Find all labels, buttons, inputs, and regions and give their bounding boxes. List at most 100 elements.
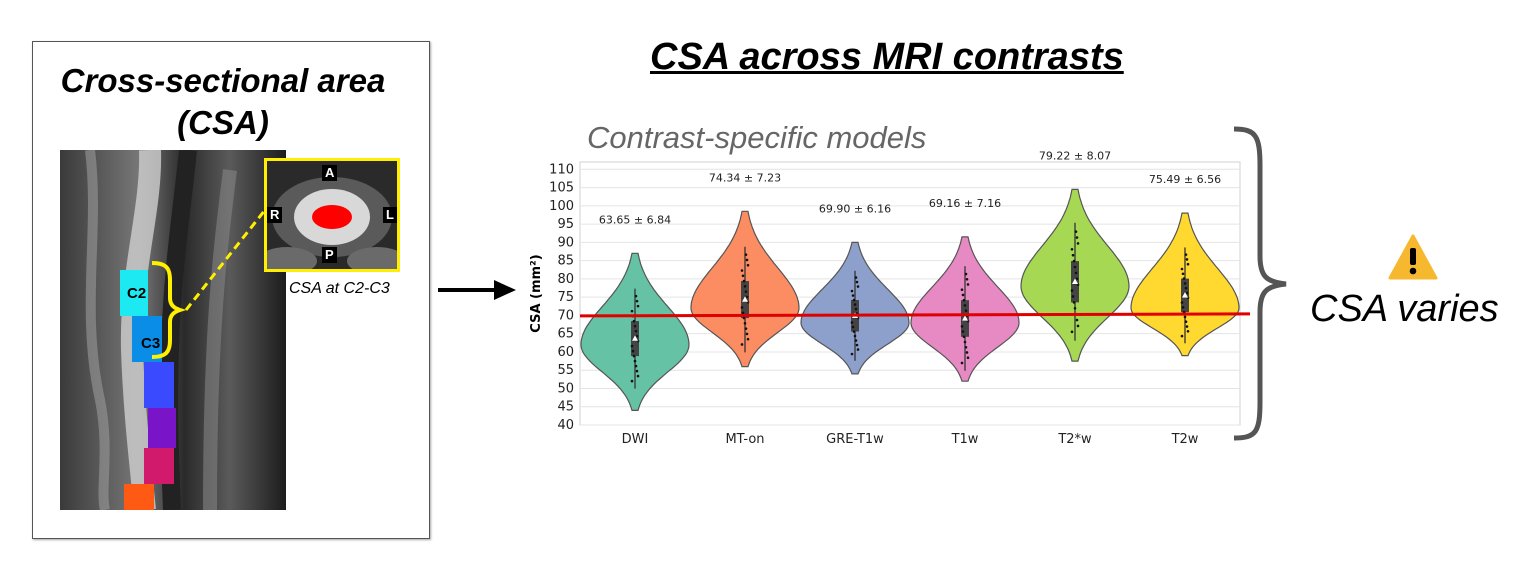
mean-sd-annotation: 69.16 ± 7.16: [929, 197, 1001, 210]
mean-marker-3: [960, 313, 970, 322]
sample-point: [634, 329, 638, 333]
sample-point: [850, 321, 854, 324]
sample-point: [630, 309, 634, 313]
warning-icon: [1388, 234, 1438, 280]
y-tick-label: 75: [557, 290, 574, 305]
sample-point: [851, 294, 855, 297]
sample-point: [744, 327, 748, 330]
sample-point: [1181, 306, 1185, 309]
sample-point: [850, 289, 854, 293]
sample-point: [633, 324, 637, 328]
sample-point: [1183, 315, 1187, 319]
sample-point: [1071, 253, 1075, 257]
sample-point: [1076, 324, 1080, 328]
x-tick-label: GRE-T1w: [826, 432, 884, 447]
sample-point: [851, 325, 855, 329]
sample-point: [746, 337, 750, 341]
sample-point: [963, 304, 967, 307]
sample-point: [746, 263, 750, 267]
sample-point: [1074, 271, 1078, 275]
sample-point: [1180, 334, 1184, 338]
c4-segment: [144, 362, 174, 408]
x-tick-label: T2*w: [1057, 432, 1092, 447]
x-tick-label: MT-on: [725, 432, 764, 447]
sample-point: [1180, 267, 1184, 271]
sample-point: [1070, 330, 1074, 334]
sample-point: [1182, 277, 1186, 280]
sample-point: [961, 293, 965, 297]
sample-point: [964, 345, 968, 349]
c6-segment: [144, 448, 174, 484]
right-curly-brace: [1233, 126, 1287, 441]
sample-point: [1185, 258, 1189, 261]
sample-point: [856, 285, 860, 288]
right-arrow-icon: [438, 280, 516, 300]
y-tick-label: 85: [557, 254, 574, 269]
anterior-label: A: [322, 165, 338, 181]
y-tick-label: 110: [549, 162, 574, 177]
y-axis-label: CSA (mm²): [529, 254, 544, 332]
sample-point: [631, 349, 635, 353]
sample-point: [960, 325, 964, 328]
c3-label: C3: [141, 335, 161, 352]
sample-point: [1073, 265, 1077, 269]
sample-point: [852, 330, 856, 333]
sample-point: [742, 316, 746, 320]
c2-c3-bracket: [151, 261, 187, 359]
posterior-label: P: [322, 247, 337, 263]
sample-point: [853, 303, 857, 306]
reference-line: [579, 312, 1250, 318]
sample-point: [963, 340, 967, 344]
sample-point: [852, 298, 856, 302]
sample-point: [854, 307, 858, 311]
c2-label: C2: [127, 285, 147, 302]
csa-location-caption: CSA at C2-C3: [289, 280, 390, 297]
sample-point: [743, 322, 747, 325]
sample-point: [854, 276, 858, 279]
y-tick-label: 70: [557, 308, 574, 323]
sample-point: [636, 374, 640, 378]
sample-point: [1186, 330, 1190, 333]
csa-violin-chart: 40 45 50 55 60 65 70 75 80 85 90 95 100 105 110 CSA (mm…: [529, 150, 1250, 447]
panel-title-line2: (CSA): [177, 104, 269, 141]
left-label: L: [383, 207, 397, 223]
mean-sd-annotation: 75.49 ± 6.56: [1149, 173, 1221, 186]
sample-point: [850, 352, 854, 356]
axial-inset: A R L P: [264, 158, 400, 272]
sample-point: [632, 354, 636, 358]
y-tick-label: 50: [557, 381, 574, 396]
panel-title: Cross-sectional area (CSA): [33, 60, 413, 144]
sample-point: [1070, 248, 1074, 251]
sample-point: [855, 280, 859, 284]
bracket-connector-line: [184, 209, 267, 311]
sample-point: [856, 348, 860, 351]
sample-point: [635, 299, 639, 303]
y-tick-label: 65: [557, 327, 574, 342]
sample-point: [634, 294, 638, 298]
x-tick-label: T2w: [1171, 432, 1199, 447]
sample-point: [1184, 286, 1188, 290]
sample-point: [745, 332, 749, 336]
sample-point: [633, 359, 637, 363]
spinal-cord-segmentation: [312, 205, 352, 229]
sample-point: [854, 339, 858, 342]
c5-segment: [148, 408, 176, 448]
sample-point: [966, 356, 970, 360]
y-tick-label: 45: [557, 400, 574, 415]
sample-point: [1186, 262, 1190, 266]
mean-marker-5: [1180, 290, 1190, 299]
sample-point: [743, 285, 747, 288]
sample-point: [960, 288, 964, 292]
sample-point: [1180, 301, 1184, 304]
sample-point: [962, 335, 966, 339]
sample-point: [630, 344, 634, 348]
mean-sd-annotation: 79.22 ± 8.07: [1039, 150, 1111, 162]
right-label: R: [267, 207, 283, 223]
sample-point: [741, 274, 745, 278]
c7-segment: [124, 484, 154, 510]
sample-point: [740, 343, 744, 346]
sample-point: [630, 379, 634, 383]
y-tick-label: 40: [557, 418, 574, 433]
c2-segment: [120, 270, 148, 316]
y-tick-label: 100: [549, 199, 574, 214]
